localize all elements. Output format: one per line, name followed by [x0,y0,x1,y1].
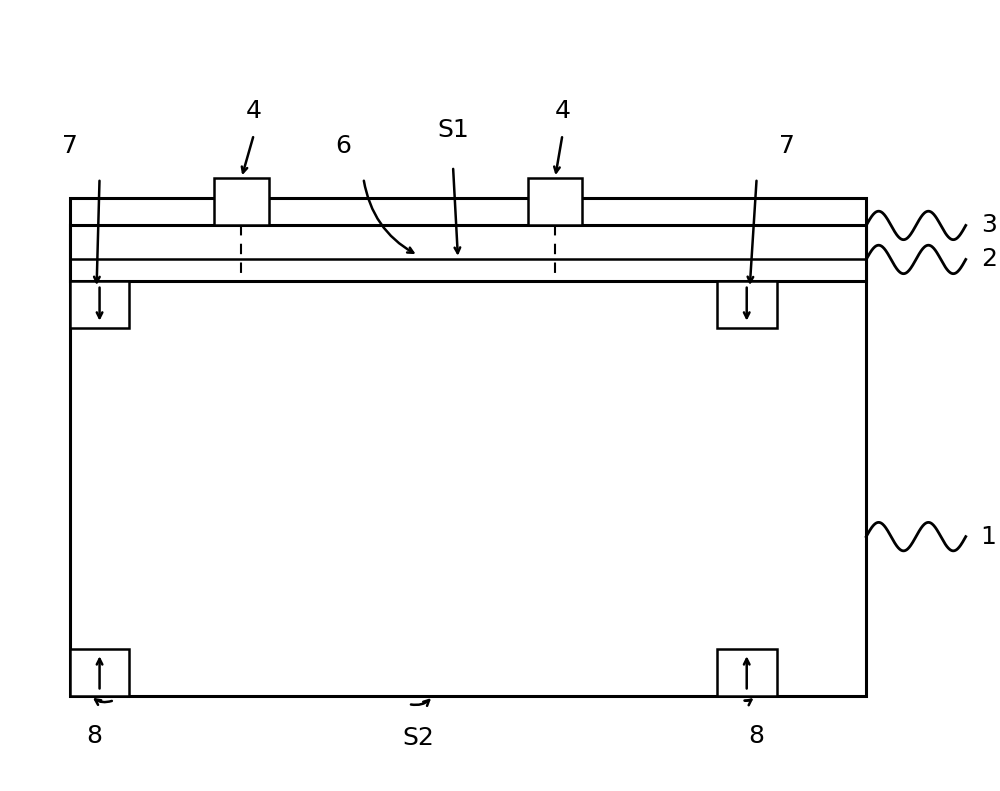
Bar [214,178,269,225]
Bar [70,649,129,696]
Text: 7: 7 [779,134,794,158]
Bar [717,649,777,696]
Text: S2: S2 [402,726,434,750]
Bar [70,281,129,328]
Text: 6: 6 [335,134,351,158]
Text: 1: 1 [981,524,997,549]
Bar [717,281,777,328]
Bar [528,178,582,225]
Text: 4: 4 [555,99,571,123]
Bar [70,198,866,696]
Text: 4: 4 [246,99,262,123]
Text: 3: 3 [981,214,997,237]
Text: 2: 2 [981,248,997,271]
Bar [70,225,866,281]
Text: 8: 8 [749,724,765,747]
Text: S1: S1 [437,119,469,142]
Text: 7: 7 [62,134,78,158]
Text: 8: 8 [87,724,103,747]
